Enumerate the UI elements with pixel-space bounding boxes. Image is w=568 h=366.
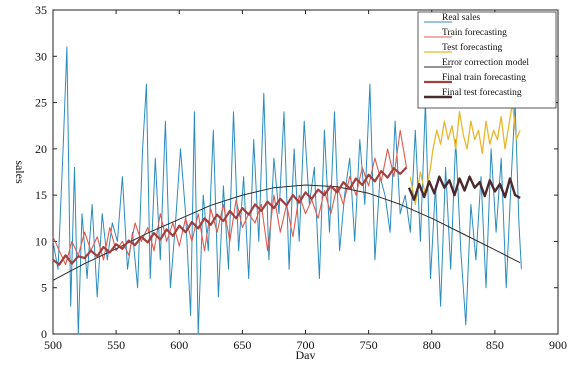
series-line-final-train-forecasting bbox=[52, 166, 408, 266]
legend-box bbox=[417, 11, 557, 109]
y-tick-label: 0 bbox=[41, 327, 47, 341]
series-line-error-correction-model bbox=[52, 184, 521, 281]
x-tick-label: 650 bbox=[233, 338, 251, 352]
x-tick-label: 500 bbox=[44, 338, 62, 352]
axes: 500 550 600 650 700 750 800 850 900 0 5 10 15 20 25 30 3… bbox=[35, 3, 567, 352]
legend-label: Error correction model bbox=[442, 58, 529, 68]
y-axis-label: sales bbox=[13, 160, 27, 184]
x-tick-label: 600 bbox=[170, 338, 188, 352]
series-line-test-forecasting bbox=[409, 101, 521, 206]
legend-label: Real sales bbox=[442, 13, 481, 23]
legend: Real sales Train forecasting Test forecast… bbox=[417, 11, 557, 109]
x-axis-label: Dav bbox=[296, 348, 316, 362]
y-tick-label: 10 bbox=[35, 234, 47, 248]
y-tick-label: 20 bbox=[35, 142, 47, 156]
y-tick-label: 30 bbox=[35, 49, 47, 63]
legend-label: Test forecasting bbox=[442, 42, 503, 53]
y-tick-label: 5 bbox=[41, 281, 47, 295]
x-tick-label: 900 bbox=[549, 338, 567, 352]
legend-label: Train forecasting bbox=[442, 27, 507, 38]
x-tick-label: 800 bbox=[423, 338, 441, 352]
x-tick-label: 850 bbox=[486, 338, 504, 352]
y-tick-label: 15 bbox=[35, 188, 47, 202]
x-tick-label: 750 bbox=[360, 338, 378, 352]
y-tick-label: 25 bbox=[35, 96, 47, 110]
plot-area bbox=[52, 46, 522, 335]
series-line-final-test-forecasting bbox=[407, 175, 521, 201]
series-line-real-sales bbox=[52, 46, 522, 335]
x-tick-label: 700 bbox=[297, 338, 315, 352]
x-tick-label: 550 bbox=[107, 338, 125, 352]
legend-label: Final test forecasting bbox=[442, 87, 522, 98]
legend-label: Final train forecasting bbox=[442, 72, 526, 83]
y-tick-label: 35 bbox=[35, 3, 47, 17]
